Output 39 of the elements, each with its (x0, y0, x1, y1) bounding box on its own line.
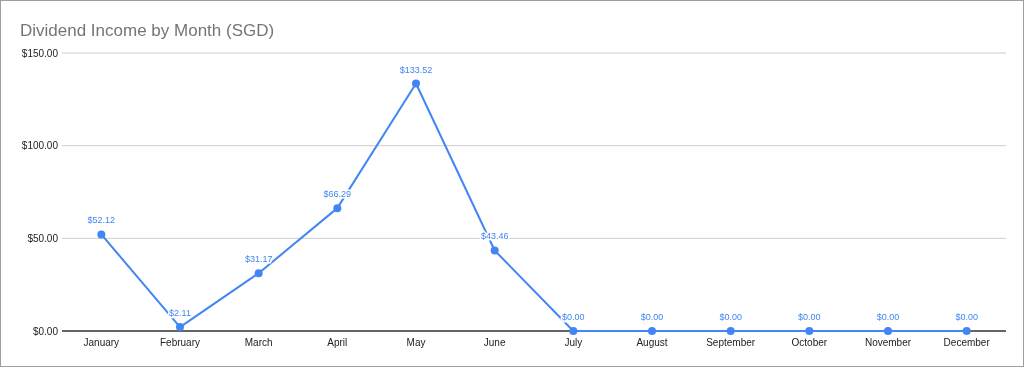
chart-title: Dividend Income by Month (SGD) (20, 21, 275, 40)
data-label: $0.00 (719, 312, 742, 322)
point (97, 230, 106, 239)
point (569, 327, 578, 335)
point (884, 327, 892, 335)
data-label: $133.52 (399, 64, 433, 75)
x-tick-label: February (159, 337, 201, 348)
y-tick-label: $50.00 (27, 232, 59, 244)
data-label: $52.12 (87, 215, 116, 226)
data-label: $31.17 (244, 254, 273, 265)
data-label: $0.00 (562, 312, 585, 322)
x-tick-label: January (83, 337, 120, 348)
point (176, 323, 184, 332)
point (412, 79, 420, 88)
x-tick-label: November (864, 337, 912, 348)
point (648, 327, 656, 335)
point (254, 269, 263, 278)
point (333, 204, 342, 213)
x-tick-label: June (483, 337, 506, 348)
x-tick-label: April (327, 337, 348, 348)
point (490, 246, 499, 255)
x-tick-label: August (636, 337, 668, 348)
point (962, 327, 971, 335)
y-tick-label: $0.00 (32, 325, 59, 337)
point (726, 327, 735, 335)
x-tick-label: December (943, 337, 991, 348)
x-tick-label: July (564, 337, 583, 348)
x-tick-label: May (406, 337, 426, 348)
x-tick-label: October (791, 337, 828, 348)
data-label: $2.11 (169, 308, 191, 319)
x-tick-label: September (706, 337, 756, 348)
x-tick-label: March (244, 337, 273, 348)
data-label: $0.00 (640, 312, 664, 322)
data-label: $0.00 (955, 312, 978, 322)
data-label: $0.00 (876, 312, 900, 322)
y-tick-label: $100.00 (21, 140, 59, 152)
point (805, 327, 814, 335)
y-tick-label: $150.00 (21, 47, 59, 59)
data-label: $0.00 (798, 312, 821, 322)
